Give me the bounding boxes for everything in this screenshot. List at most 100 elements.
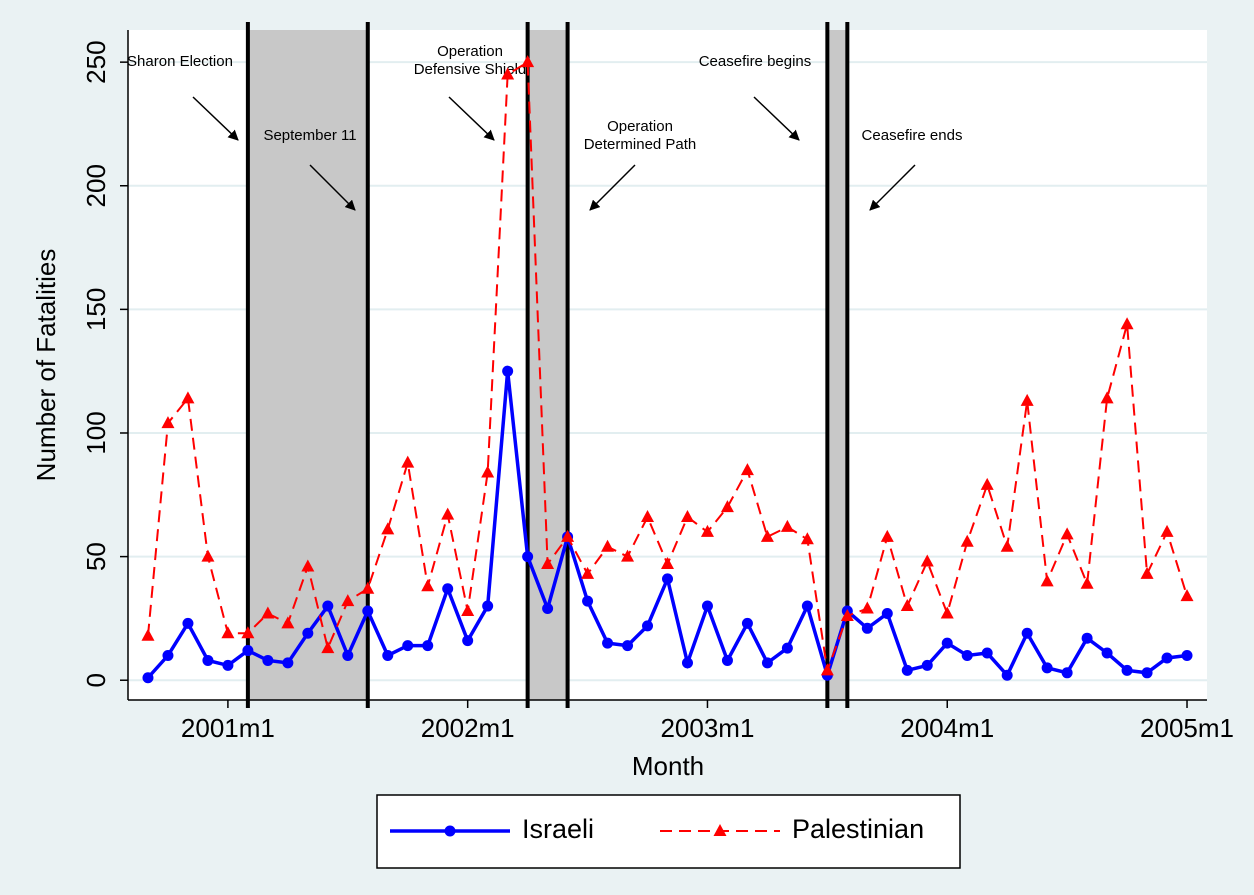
- point: [1121, 664, 1133, 676]
- point: [801, 600, 813, 612]
- point: [521, 55, 535, 68]
- point: [441, 507, 455, 520]
- point: [482, 600, 494, 612]
- point: [680, 510, 694, 523]
- point: [1180, 589, 1194, 602]
- legend-marker: [713, 824, 727, 836]
- point: [162, 649, 174, 661]
- point: [721, 654, 733, 666]
- point: [301, 559, 315, 572]
- point: [780, 519, 794, 532]
- point: [761, 657, 773, 669]
- point: [382, 649, 394, 661]
- point: [322, 600, 334, 612]
- point: [800, 532, 814, 545]
- point: [561, 529, 575, 542]
- y-axis-title: Number of Fatalities: [31, 249, 61, 482]
- point: [760, 529, 774, 542]
- point: [581, 566, 595, 579]
- point: [302, 627, 314, 639]
- point: [840, 608, 854, 621]
- annotation-arrow: [589, 164, 636, 211]
- annotation: Ceasefire begins: [699, 53, 812, 70]
- x-tick-label: 2004m1: [900, 713, 994, 743]
- x-axis-title: Month: [632, 751, 704, 781]
- x-tick-label: 2001m1: [181, 713, 275, 743]
- point: [861, 622, 873, 634]
- point: [1161, 652, 1173, 664]
- x-tick-label: 2002m1: [421, 713, 515, 743]
- y-tick-label: 50: [81, 542, 111, 571]
- point: [522, 551, 534, 563]
- point: [542, 603, 554, 615]
- point: [582, 595, 594, 607]
- point: [920, 554, 934, 567]
- point: [960, 534, 974, 547]
- point: [880, 529, 894, 542]
- point: [182, 617, 194, 629]
- point: [262, 654, 274, 666]
- point: [361, 581, 375, 594]
- point: [402, 640, 414, 652]
- annotation-arrow: [309, 164, 356, 211]
- annotation-arrow: [448, 96, 495, 141]
- point: [860, 601, 874, 614]
- point: [1020, 393, 1034, 406]
- annotation: Operation: [607, 118, 673, 135]
- y-tick-label: 250: [81, 40, 111, 83]
- point: [1061, 667, 1073, 679]
- point: [820, 663, 834, 676]
- point: [641, 510, 655, 523]
- point: [1040, 574, 1054, 587]
- point: [901, 664, 913, 676]
- point: [1060, 527, 1074, 540]
- annotation: Sharon Election: [127, 53, 233, 70]
- annotation-arrow: [753, 96, 800, 141]
- point: [161, 416, 175, 429]
- x-tick-label: 2005m1: [1140, 713, 1234, 743]
- point: [241, 626, 255, 639]
- annotation: Defensive Shield: [414, 61, 527, 78]
- legend-label: Palestinian: [792, 814, 924, 844]
- point: [422, 640, 434, 652]
- point: [1080, 576, 1094, 589]
- point: [461, 603, 475, 616]
- point: [1120, 317, 1134, 330]
- point: [741, 617, 753, 629]
- point: [701, 600, 713, 612]
- y-tick-label: 200: [81, 164, 111, 207]
- point: [321, 641, 335, 654]
- event-shade: [527, 30, 568, 700]
- point: [462, 635, 474, 647]
- point: [1101, 647, 1113, 659]
- point: [501, 67, 515, 80]
- point: [662, 573, 673, 585]
- point: [981, 647, 993, 659]
- y-tick-label: 150: [81, 288, 111, 331]
- point: [980, 477, 994, 490]
- legend-marker: [444, 825, 456, 837]
- annotation-arrow: [869, 164, 916, 211]
- event-shade: [827, 30, 848, 700]
- point: [781, 642, 793, 654]
- point: [541, 557, 555, 570]
- point: [202, 654, 214, 666]
- point: [1141, 667, 1153, 679]
- point: [900, 599, 914, 612]
- point: [1021, 627, 1033, 639]
- annotation: September 11: [263, 127, 356, 144]
- annotation-arrow: [192, 96, 239, 141]
- point: [720, 500, 734, 513]
- point: [242, 645, 254, 657]
- point: [661, 557, 674, 570]
- point: [601, 539, 615, 552]
- point: [700, 524, 714, 537]
- point: [1001, 669, 1013, 681]
- point: [502, 365, 514, 377]
- point: [442, 583, 454, 595]
- point: [282, 657, 294, 669]
- point: [201, 549, 215, 562]
- point: [1000, 539, 1014, 552]
- point: [401, 455, 415, 468]
